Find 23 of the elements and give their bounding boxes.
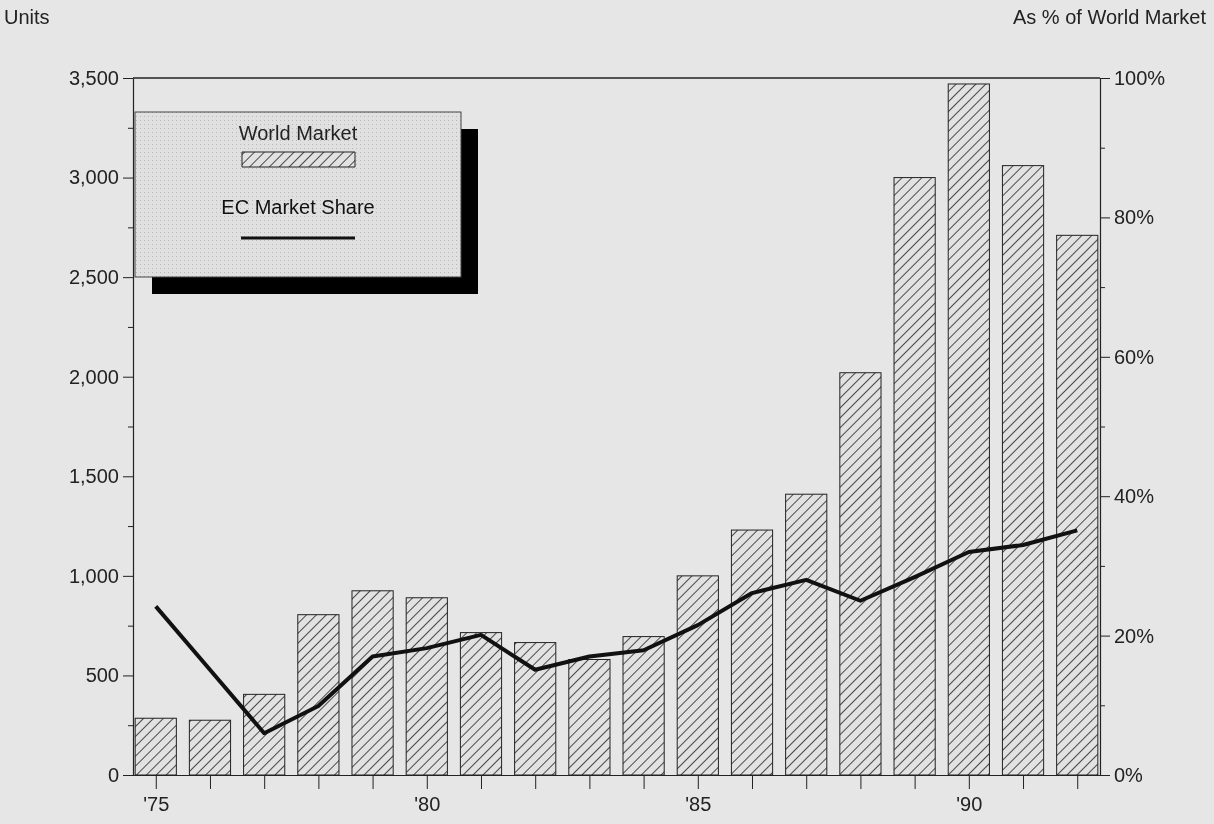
y2-tick-label: 40% [1114,485,1155,508]
y-tick-label: 2,500 [68,266,119,289]
x-tick-label: '90 [956,793,983,816]
y-tick-label: 500 [85,664,119,687]
x-tick-label: '80 [414,793,441,816]
y-tick-label: 2,000 [68,365,119,388]
y-axis-title: Units [4,6,50,28]
y-tick-label: 3,000 [68,166,119,189]
y2-axis-title: As % of World Market [1012,6,1207,28]
y2-tick-label: 60% [1114,345,1155,368]
y-tick-label: 1,000 [68,564,119,587]
y-tick-label: 1,500 [68,465,119,488]
y2-tick-label: 100% [1114,66,1166,89]
text: EC Market Share [221,196,375,218]
y-tick-label: 3,500 [68,66,119,89]
y2-tick-label: 80% [1114,206,1155,229]
y2-tick-label: 0% [1114,763,1144,786]
text: World Market [238,122,358,144]
y-tick-label: 0 [107,763,119,786]
line-series [153,528,1080,736]
x-tick-label: '75 [143,793,170,816]
x-tick-label: '85 [685,793,712,816]
y2-tick-label: 20% [1114,624,1155,647]
